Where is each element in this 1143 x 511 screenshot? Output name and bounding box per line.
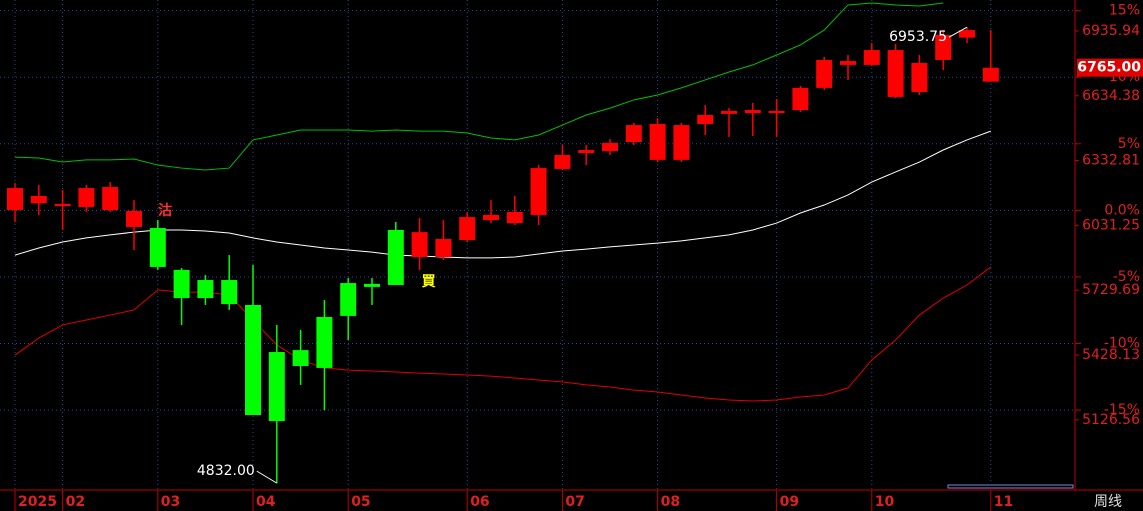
x-tick-label: 07	[565, 494, 584, 510]
candle-body	[959, 30, 975, 38]
candle-body	[292, 350, 309, 366]
candle-body	[721, 110, 737, 114]
candle-body	[530, 168, 547, 215]
candle-body	[149, 228, 166, 267]
high-pointer	[948, 26, 968, 38]
y-tick-label: 6634.38	[1082, 88, 1140, 104]
x-tick-label: 09	[780, 494, 799, 510]
low-pointer	[256, 470, 278, 484]
signal-label: 買	[422, 274, 437, 290]
candle-body	[316, 316, 333, 368]
y2-tick-label: -10%	[1104, 336, 1140, 352]
y-tick-label: 6332.81	[1082, 153, 1140, 169]
candle-body	[863, 50, 880, 65]
candle-body	[340, 283, 357, 316]
high-label: 6953.75	[889, 29, 947, 45]
scrollbar	[947, 484, 1074, 489]
candle-body	[649, 124, 666, 160]
low-label: 4832.00	[197, 463, 255, 479]
period-label: 周线	[1094, 494, 1122, 510]
candle-body	[102, 186, 119, 210]
candle-body	[887, 50, 904, 97]
candle-body	[364, 283, 380, 287]
last-price-label: 6765.00	[1077, 60, 1141, 76]
candle-body	[221, 280, 238, 305]
candle-body	[816, 59, 833, 88]
candle-body	[578, 150, 595, 154]
candle-body	[697, 114, 714, 125]
candle-body	[268, 352, 285, 422]
x-tick-label: 2025	[18, 494, 57, 510]
candle-body	[483, 214, 499, 221]
candle-body	[7, 188, 23, 210]
y2-tick-label: 0.0%	[1104, 202, 1140, 218]
y2-tick-label: 5%	[1118, 136, 1140, 152]
candle-body	[506, 211, 523, 224]
candle-body	[768, 110, 785, 114]
candle-body	[792, 87, 809, 111]
x-tick-label: 06	[470, 494, 489, 510]
candle-body	[602, 142, 618, 152]
band-line	[14, 2, 944, 171]
y-tick-label: 5729.69	[1082, 282, 1140, 298]
candle-body	[840, 61, 856, 65]
candle-body	[197, 280, 214, 299]
x-tick-label: 02	[66, 494, 85, 510]
candle-body	[245, 304, 261, 415]
candle-body	[78, 188, 95, 207]
x-tick-label: 10	[875, 494, 895, 510]
candle-body	[54, 203, 71, 207]
candle-body	[30, 196, 47, 204]
candle-body	[126, 211, 142, 227]
y-tick-label: 5428.13	[1082, 347, 1140, 363]
candle-body	[435, 238, 452, 258]
candle-body	[554, 154, 571, 169]
candle-body	[911, 62, 928, 92]
candle-body	[935, 35, 952, 60]
last-price-tag	[1077, 58, 1143, 77]
candle-body	[982, 67, 999, 82]
band-line	[14, 130, 991, 259]
y-tick-label: 6935.94	[1082, 23, 1140, 39]
candle-body	[673, 125, 690, 160]
candle-body	[625, 125, 642, 143]
candle-body	[744, 110, 761, 114]
candle-body	[411, 232, 428, 258]
x-tick-label: 05	[351, 494, 370, 510]
x-tick-label: 11	[994, 494, 1013, 510]
y-tick-label: 5126.56	[1082, 412, 1140, 428]
x-tick-label: 08	[661, 494, 680, 510]
signal-label: 沽	[158, 202, 172, 219]
candle-body	[173, 269, 190, 299]
y-tick-label: 6031.25	[1082, 217, 1140, 233]
x-tick-label: 03	[161, 494, 180, 510]
candle-body	[387, 229, 404, 285]
y2-tick-label: -5%	[1113, 269, 1140, 285]
candle-body	[459, 217, 476, 241]
y2-tick-label: 15%	[1109, 3, 1140, 19]
x-tick-label: 04	[256, 494, 276, 510]
y2-tick-label: -15%	[1104, 402, 1140, 418]
